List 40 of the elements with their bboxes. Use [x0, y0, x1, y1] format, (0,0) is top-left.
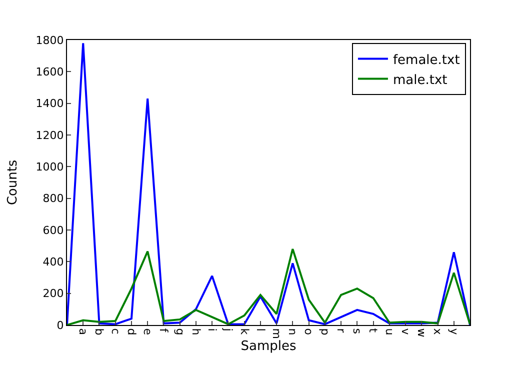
- y-tick-label: 1600: [36, 66, 64, 79]
- y-tick-label: 1800: [36, 34, 64, 47]
- x-tick-label: c: [108, 328, 122, 334]
- x-tick-label: a: [76, 328, 90, 335]
- x-tick-label: t: [366, 328, 380, 334]
- x-tick-label: m: [270, 328, 283, 339]
- x-tick-label: r: [334, 328, 348, 334]
- y-tick-label: 200: [42, 287, 64, 300]
- x-tick-label: y: [447, 328, 460, 336]
- y-tick-label: 1200: [36, 128, 64, 142]
- x-axis-title: Samples: [240, 338, 296, 354]
- x-tick-label: k: [238, 328, 251, 336]
- x-tick-label: d: [124, 328, 138, 336]
- y-axis-title: Counts: [6, 160, 21, 206]
- x-tick-label: w: [415, 328, 428, 338]
- legend-label: male.txt: [392, 72, 448, 88]
- x-tick-label: h: [189, 328, 202, 336]
- x-tick-label: v: [398, 328, 412, 336]
- x-tick-label: b: [92, 328, 106, 336]
- x-tick-label: g: [173, 328, 186, 336]
- x-tick-label: j: [222, 327, 235, 332]
- y-tick-label: 800: [42, 192, 64, 206]
- x-tick-label: p: [318, 328, 332, 336]
- x-tick-label: l: [254, 328, 267, 332]
- x-tick-label: o: [302, 328, 316, 336]
- x-tick-label: u: [382, 328, 396, 336]
- y-tick-label: 400: [42, 256, 64, 269]
- x-tick-label: f: [157, 328, 170, 334]
- y-tick-label: 1000: [36, 160, 64, 174]
- x-tick-label: i: [206, 328, 219, 332]
- line-series: [67, 42, 470, 325]
- x-tick-label: x: [431, 328, 444, 336]
- y-tick-label: 1400: [36, 97, 64, 110]
- x-tick-label: s: [350, 328, 364, 334]
- legend-label: female.txt: [392, 52, 460, 68]
- x-tick-label: n: [286, 328, 300, 336]
- y-tick-label: 600: [42, 224, 64, 237]
- x-tick-label: e: [141, 328, 154, 336]
- y-tick-label: 0: [56, 318, 64, 332]
- line-series: [67, 248, 470, 325]
